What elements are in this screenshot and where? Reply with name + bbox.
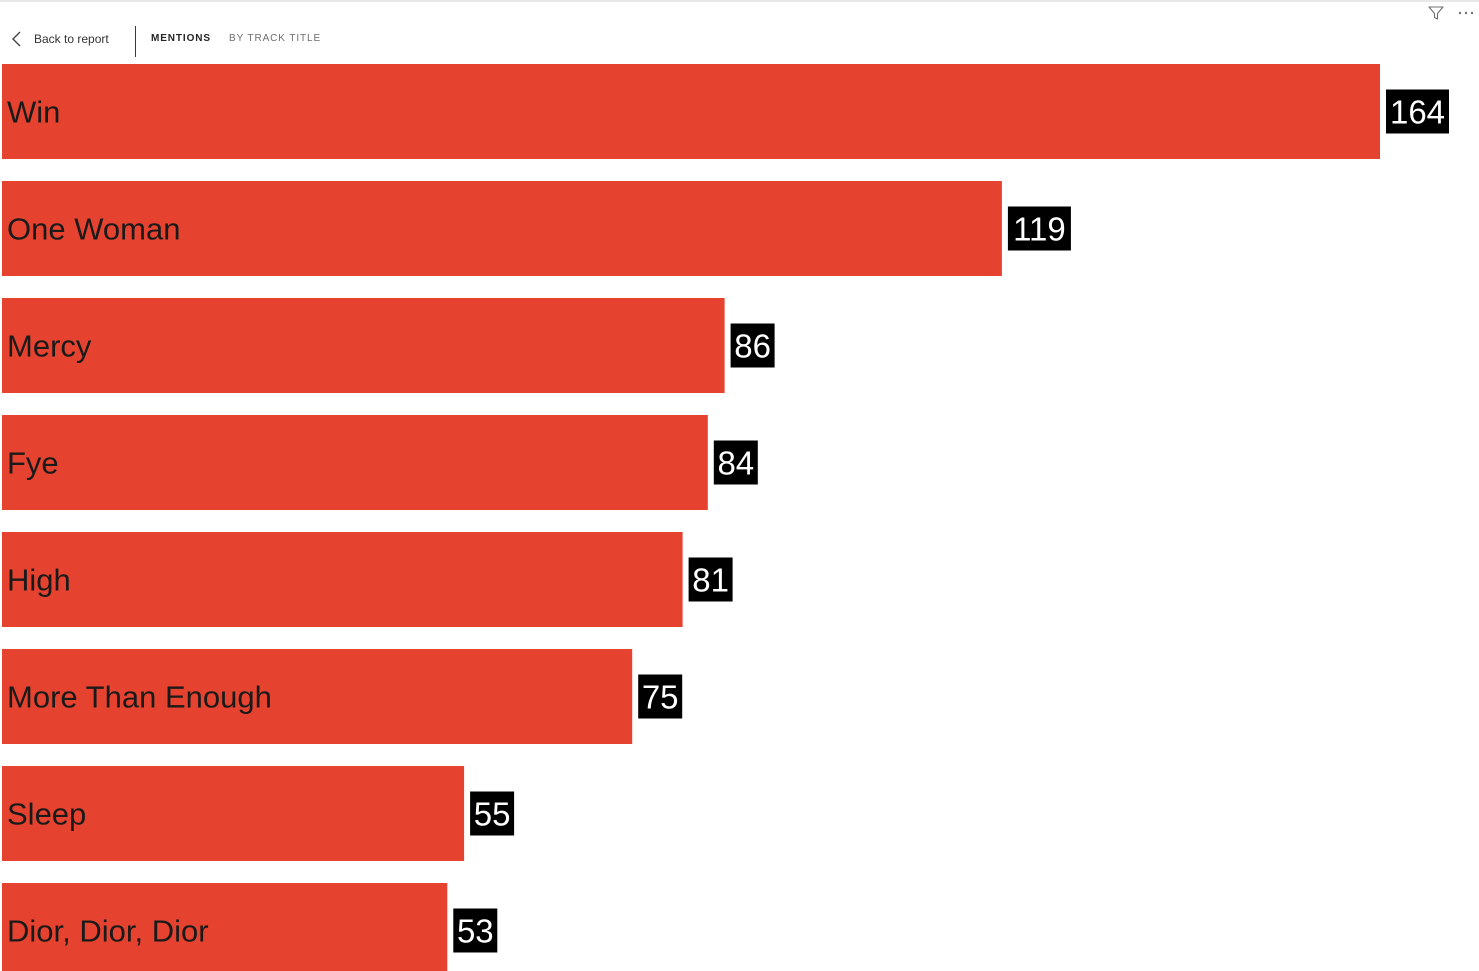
category-label: Win [7, 95, 60, 130]
data-label: 86 [734, 328, 771, 365]
data-label-background [730, 323, 775, 368]
data-label-background [688, 557, 733, 602]
tab-mentions[interactable]: MENTIONS [151, 33, 211, 44]
category-label: Mercy [7, 329, 92, 364]
tab-by-track-title[interactable]: BY TRACK TITLE [229, 33, 322, 44]
category-label: More Than Enough [7, 680, 272, 715]
visual-header-icons [1427, 4, 1475, 22]
data-label-background [713, 440, 758, 485]
top-border [0, 0, 1479, 2]
bar-0[interactable] [2, 64, 1380, 159]
category-label: Sleep [7, 797, 86, 832]
back-to-report-label: Back to report [34, 32, 109, 46]
data-label: 164 [1390, 94, 1445, 131]
data-label: 55 [474, 796, 511, 833]
data-label: 119 [1013, 211, 1066, 248]
data-label-background [1386, 89, 1449, 134]
chevron-left-icon [12, 31, 21, 47]
data-label: 81 [692, 562, 729, 599]
data-label-background [638, 674, 683, 719]
bar-2[interactable] [2, 298, 725, 393]
header-divider [135, 26, 136, 57]
data-label: 75 [642, 679, 679, 716]
category-label: One Woman [7, 212, 180, 247]
more-options-icon[interactable] [1457, 4, 1475, 22]
category-label: Fye [7, 446, 59, 481]
filter-icon[interactable] [1427, 4, 1445, 22]
category-label: Dior, Dior, Dior [7, 914, 209, 949]
back-to-report-button[interactable]: Back to report [10, 28, 109, 50]
data-label-background [470, 791, 515, 836]
data-label: 53 [457, 913, 494, 950]
bar-3[interactable] [2, 415, 708, 510]
bar-5[interactable] [2, 649, 633, 744]
category-label: High [7, 563, 71, 598]
data-label-background [1007, 206, 1071, 251]
bar-4[interactable] [2, 532, 683, 627]
data-label: 84 [717, 445, 754, 482]
bar-7[interactable] [2, 883, 448, 971]
data-label-background [453, 908, 498, 953]
bar-6[interactable] [2, 766, 465, 861]
bar-1[interactable] [2, 181, 1002, 276]
